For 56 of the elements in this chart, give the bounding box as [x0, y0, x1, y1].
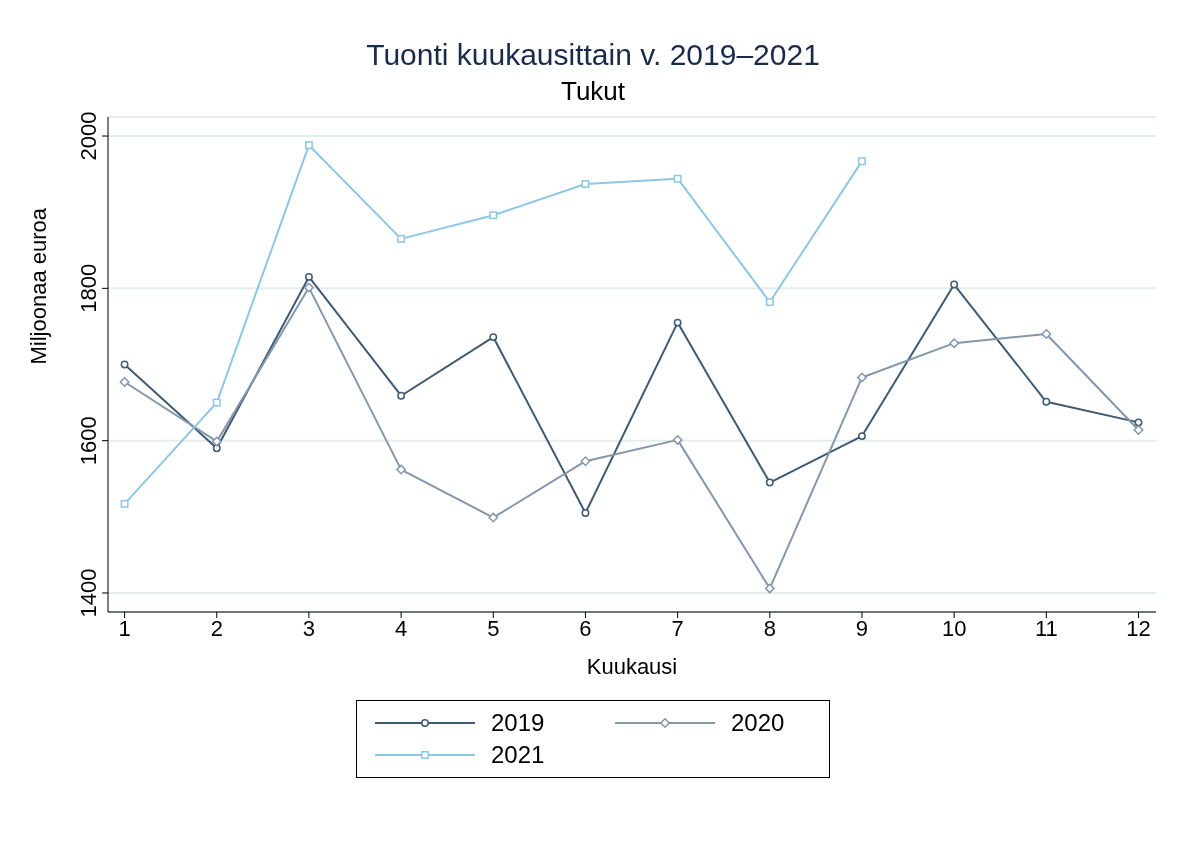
- x-tick-label: 4: [394, 615, 408, 641]
- point: [489, 211, 498, 220]
- legend-label: 2020: [731, 709, 785, 737]
- point: [397, 391, 406, 400]
- point: [949, 338, 960, 349]
- x-tick-label: 6: [579, 615, 592, 641]
- point: [120, 499, 129, 508]
- point: [120, 360, 129, 369]
- point: [397, 234, 406, 243]
- legend-label: 2019: [491, 709, 545, 737]
- x-tick-label: 11: [1034, 615, 1058, 641]
- point: [396, 464, 407, 475]
- chart-title: Tuonti kuukausittain v. 2019–2021: [365, 37, 821, 72]
- point: [581, 180, 590, 188]
- point: [489, 333, 498, 342]
- point: [672, 434, 683, 445]
- point: [212, 444, 221, 453]
- point: [580, 456, 591, 467]
- point: [211, 436, 222, 447]
- point: [304, 272, 313, 281]
- point: [765, 298, 774, 306]
- y-axis-title: Miljoonaa euroa: [25, 207, 51, 365]
- point: [858, 157, 866, 166]
- y-tick-label: 1600: [76, 416, 101, 466]
- point: [858, 432, 866, 441]
- point: [765, 478, 774, 487]
- y-tick-label: 1800: [76, 263, 101, 313]
- point: [581, 509, 590, 517]
- point: [1134, 418, 1143, 427]
- chart-subtitle: Tukut: [559, 76, 627, 107]
- x-tick-label: 3: [302, 615, 316, 641]
- y-tick-label: 2000: [76, 111, 101, 161]
- point: [673, 174, 682, 183]
- x-tick-label: 8: [763, 615, 776, 641]
- point: [303, 282, 314, 293]
- point: [950, 280, 959, 289]
- x-tick-label: 9: [855, 615, 869, 641]
- point: [212, 398, 221, 407]
- point: [857, 372, 867, 383]
- x-tick-label: 10: [941, 615, 967, 641]
- point: [304, 141, 313, 150]
- y-tick-label: 1400: [76, 568, 101, 618]
- point: [1133, 425, 1144, 435]
- x-tick-label: 1: [118, 615, 131, 641]
- x-tick-label: 5: [487, 615, 500, 641]
- point: [1041, 329, 1052, 339]
- x-tick-label: 2: [210, 615, 223, 641]
- point: [1042, 397, 1051, 406]
- x-tick-label: 7: [671, 615, 684, 641]
- point: [488, 512, 499, 523]
- legend-label: 2021: [491, 741, 545, 769]
- x-tick-label: 12: [1126, 615, 1151, 641]
- point: [673, 318, 682, 327]
- x-axis-title: Kuukausi: [586, 654, 678, 679]
- point: [764, 583, 775, 594]
- point: [119, 377, 130, 387]
